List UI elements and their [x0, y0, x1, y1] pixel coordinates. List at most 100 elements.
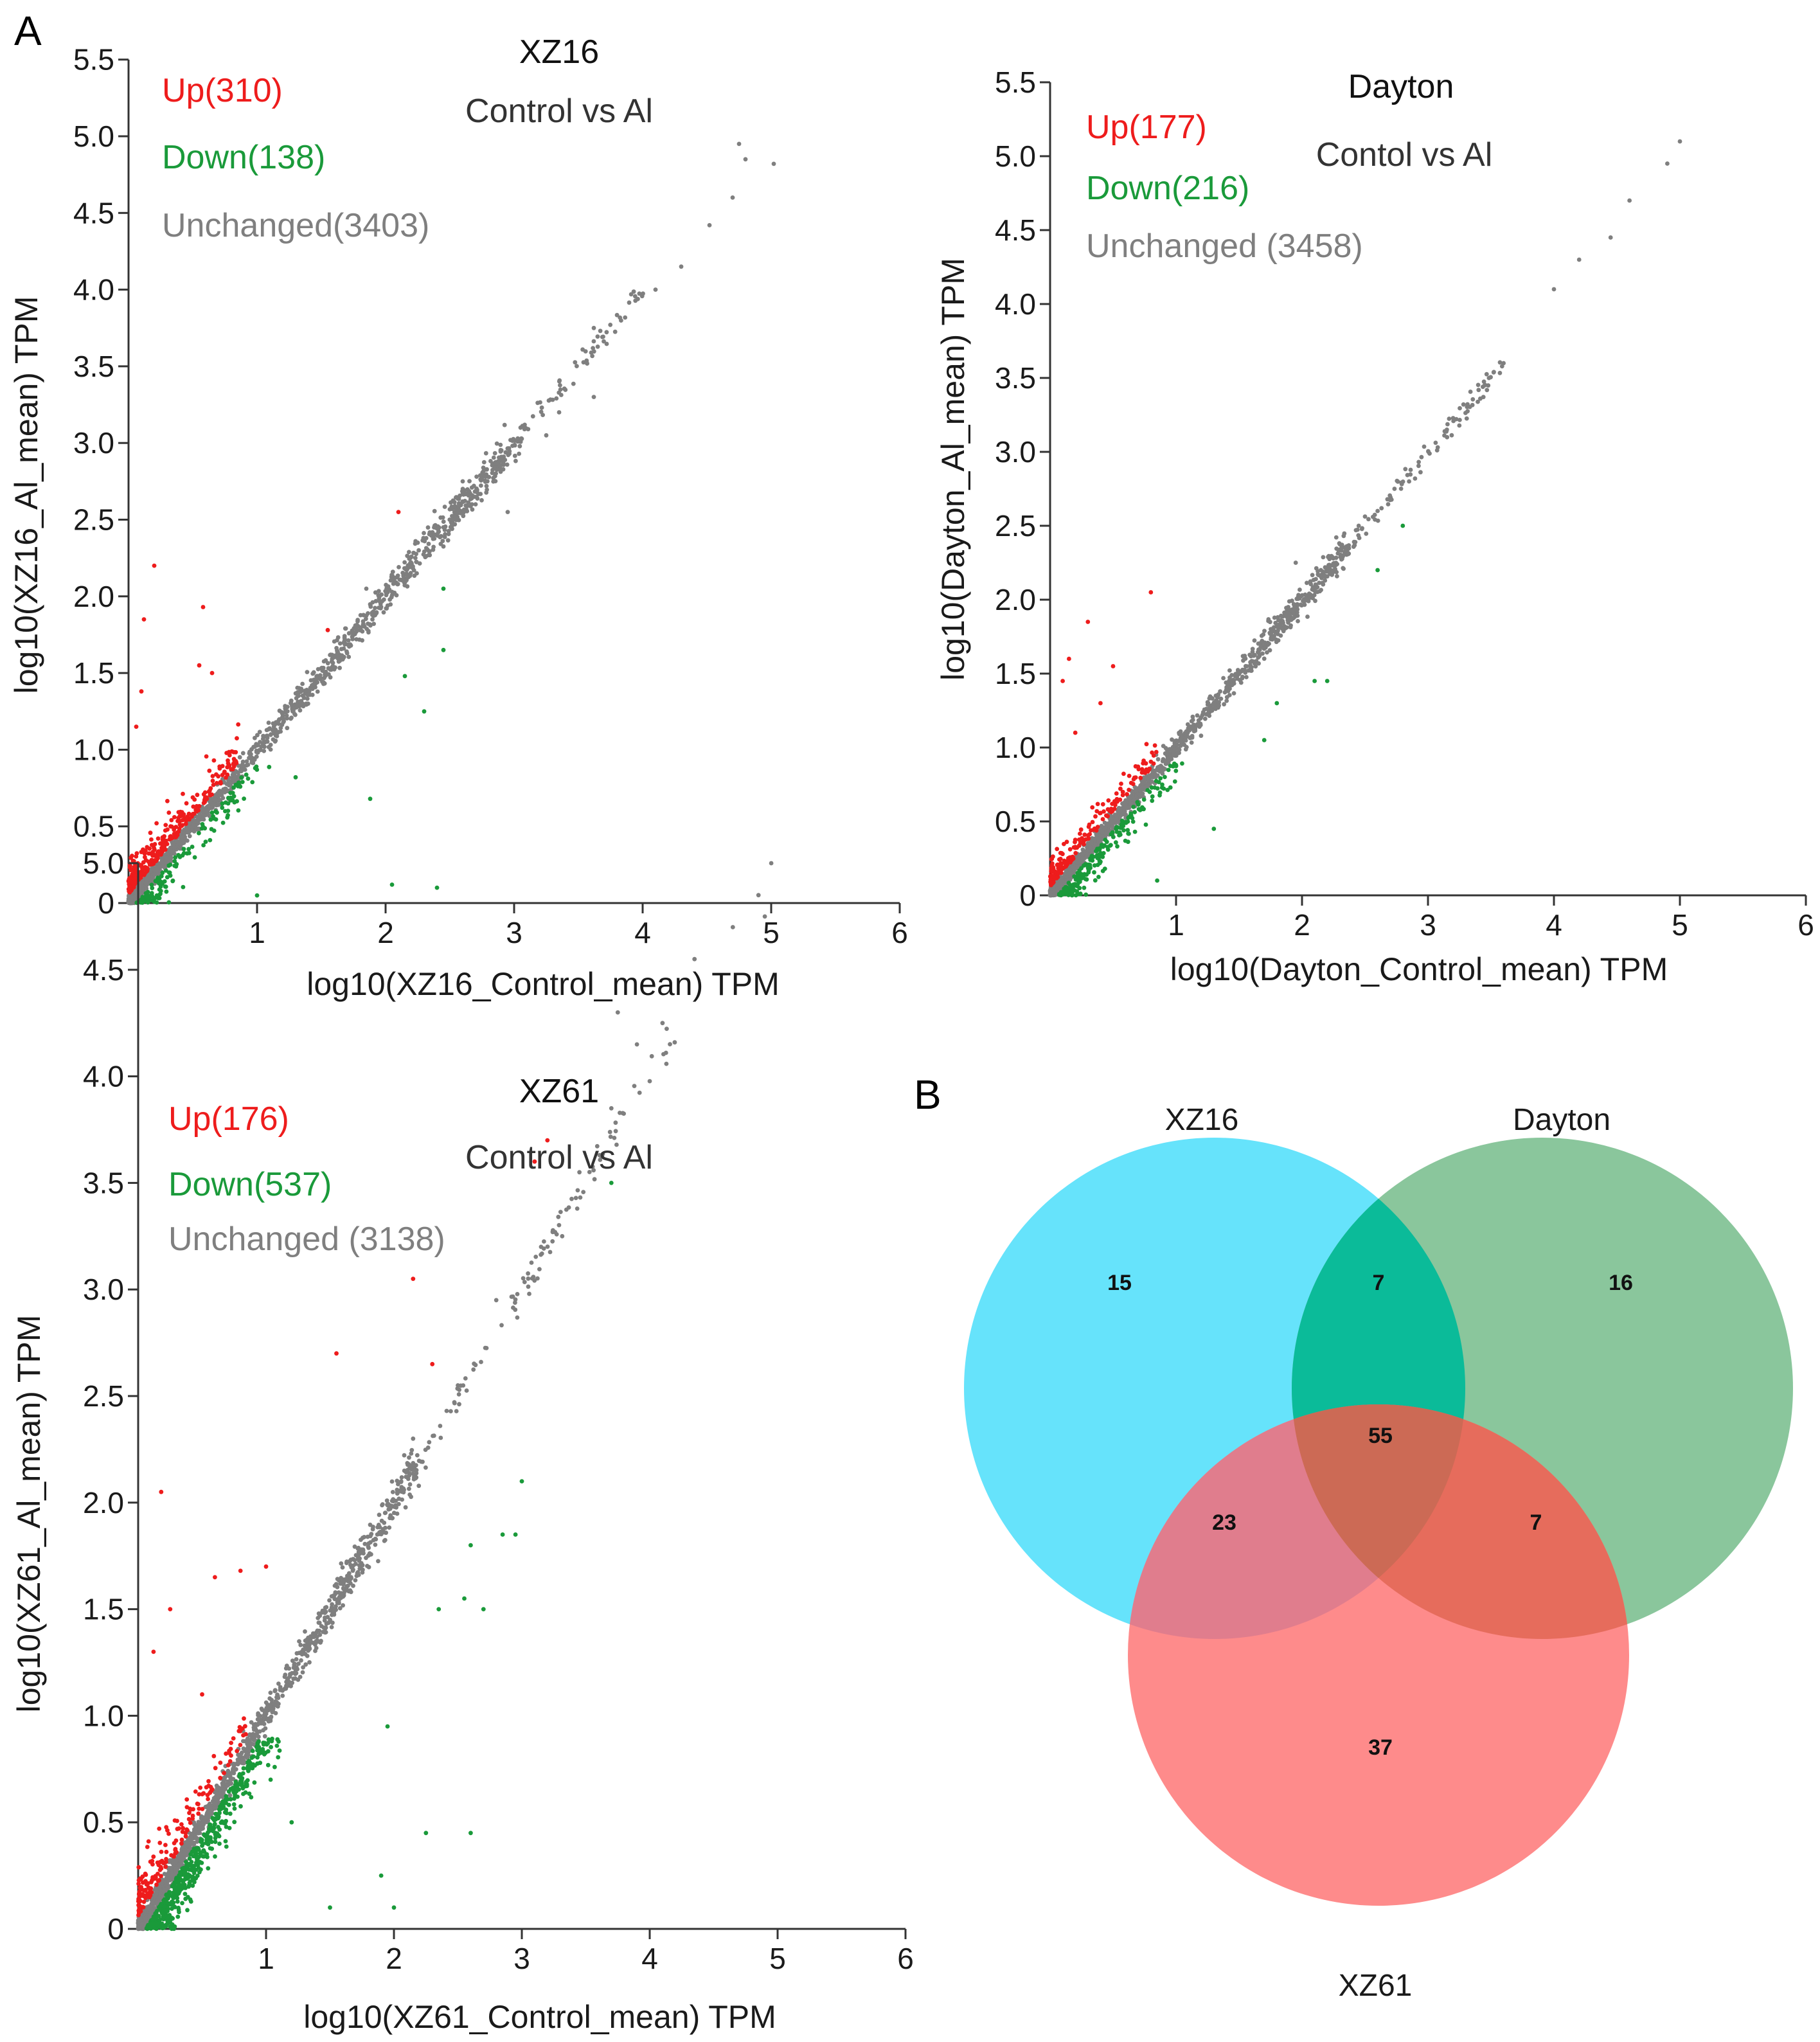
point-unchanged: [168, 859, 174, 864]
point-down: [1127, 831, 1131, 836]
point-up: [168, 824, 173, 829]
point-unchanged: [1341, 533, 1346, 539]
point-down: [1325, 679, 1330, 683]
y-tick-label: 0: [98, 886, 114, 920]
point-unchanged: [271, 731, 276, 736]
point-up: [181, 791, 185, 796]
point-down: [1110, 830, 1115, 835]
point-up: [202, 790, 208, 795]
point-down: [1274, 701, 1280, 706]
point-up: [235, 736, 239, 740]
point-down: [242, 796, 246, 801]
point-down: [1168, 764, 1173, 768]
y-tick-label: 5.5: [73, 43, 114, 76]
point-down: [1152, 785, 1157, 790]
point-unchanged: [1222, 702, 1226, 707]
point-down: [240, 780, 245, 784]
point-unchanged: [298, 708, 303, 713]
point-unchanged: [589, 350, 594, 355]
point-unchanged: [223, 786, 228, 791]
point-unchanged: [196, 816, 201, 821]
point-up: [1051, 854, 1055, 859]
point-up: [1062, 864, 1067, 869]
point-unchanged: [380, 599, 385, 604]
point-unchanged: [405, 576, 409, 580]
point-down: [1150, 798, 1155, 803]
point-unchanged: [307, 689, 312, 694]
point-unchanged: [344, 650, 350, 656]
point-unchanged: [266, 721, 271, 725]
point-unchanged: [263, 734, 268, 739]
point-unchanged: [498, 442, 503, 447]
point-unchanged: [1362, 514, 1368, 519]
point-unchanged: [413, 555, 418, 560]
point-unchanged: [627, 300, 632, 305]
point-unchanged: [1100, 830, 1105, 835]
point-unchanged: [1112, 812, 1118, 817]
point-unchanged: [1551, 287, 1557, 292]
point-down: [1104, 839, 1109, 845]
point-down: [208, 837, 213, 843]
point-unchanged: [278, 729, 283, 734]
point-unchanged: [571, 381, 576, 386]
point-unchanged: [474, 488, 479, 493]
point-unchanged: [280, 722, 285, 728]
point-unchanged: [466, 500, 471, 505]
point-unchanged: [318, 677, 323, 681]
point-unchanged: [172, 845, 177, 850]
point-unchanged: [381, 610, 386, 615]
point-down: [186, 846, 191, 852]
point-unchanged: [230, 772, 235, 777]
point-up: [1138, 775, 1143, 780]
point-unchanged: [600, 334, 605, 339]
point-unchanged: [1242, 654, 1247, 659]
point-unchanged: [395, 1478, 400, 1483]
point-unchanged: [1217, 700, 1222, 704]
point-unchanged: [1310, 573, 1315, 578]
point-unchanged: [1301, 598, 1305, 604]
point-down: [1130, 816, 1135, 821]
point-unchanged: [307, 1660, 312, 1665]
point-unchanged: [1244, 675, 1249, 679]
point-unchanged: [463, 503, 468, 508]
point-unchanged: [517, 451, 521, 456]
point-unchanged: [402, 1453, 407, 1458]
point-unchanged: [591, 325, 596, 330]
point-unchanged: [407, 550, 411, 555]
point-down: [215, 810, 219, 815]
point-unchanged: [262, 749, 267, 753]
point-unchanged: [301, 701, 306, 706]
point-unchanged: [191, 821, 196, 827]
point-up: [176, 810, 181, 814]
point-unchanged: [337, 1606, 343, 1611]
point-unchanged: [373, 605, 377, 611]
point-unchanged: [373, 590, 378, 595]
point-unchanged: [499, 448, 504, 453]
point-unchanged: [1314, 577, 1318, 582]
point-unchanged: [608, 323, 613, 327]
point-unchanged: [1501, 361, 1506, 366]
point-unchanged: [402, 560, 407, 565]
point-unchanged: [185, 830, 190, 835]
point-unchanged: [180, 841, 185, 846]
y-tick-label: 5.5: [995, 66, 1036, 99]
point-unchanged: [591, 346, 595, 350]
point-down: [1096, 875, 1101, 879]
point-unchanged: [337, 641, 343, 646]
point-unchanged: [332, 1597, 337, 1602]
point-unchanged: [584, 360, 589, 364]
point-up: [1085, 620, 1091, 624]
point-up: [197, 663, 202, 668]
point-down: [1141, 797, 1146, 802]
point-up: [1053, 869, 1058, 874]
point-unchanged: [1280, 626, 1285, 631]
point-unchanged: [311, 670, 316, 676]
y-tick-label: 2.0: [995, 583, 1036, 616]
point-unchanged: [736, 141, 742, 147]
point-unchanged: [285, 726, 290, 731]
point-unchanged: [1285, 616, 1290, 621]
point-unchanged: [1364, 532, 1369, 536]
point-up: [1150, 750, 1154, 755]
point-unchanged: [1252, 661, 1257, 666]
